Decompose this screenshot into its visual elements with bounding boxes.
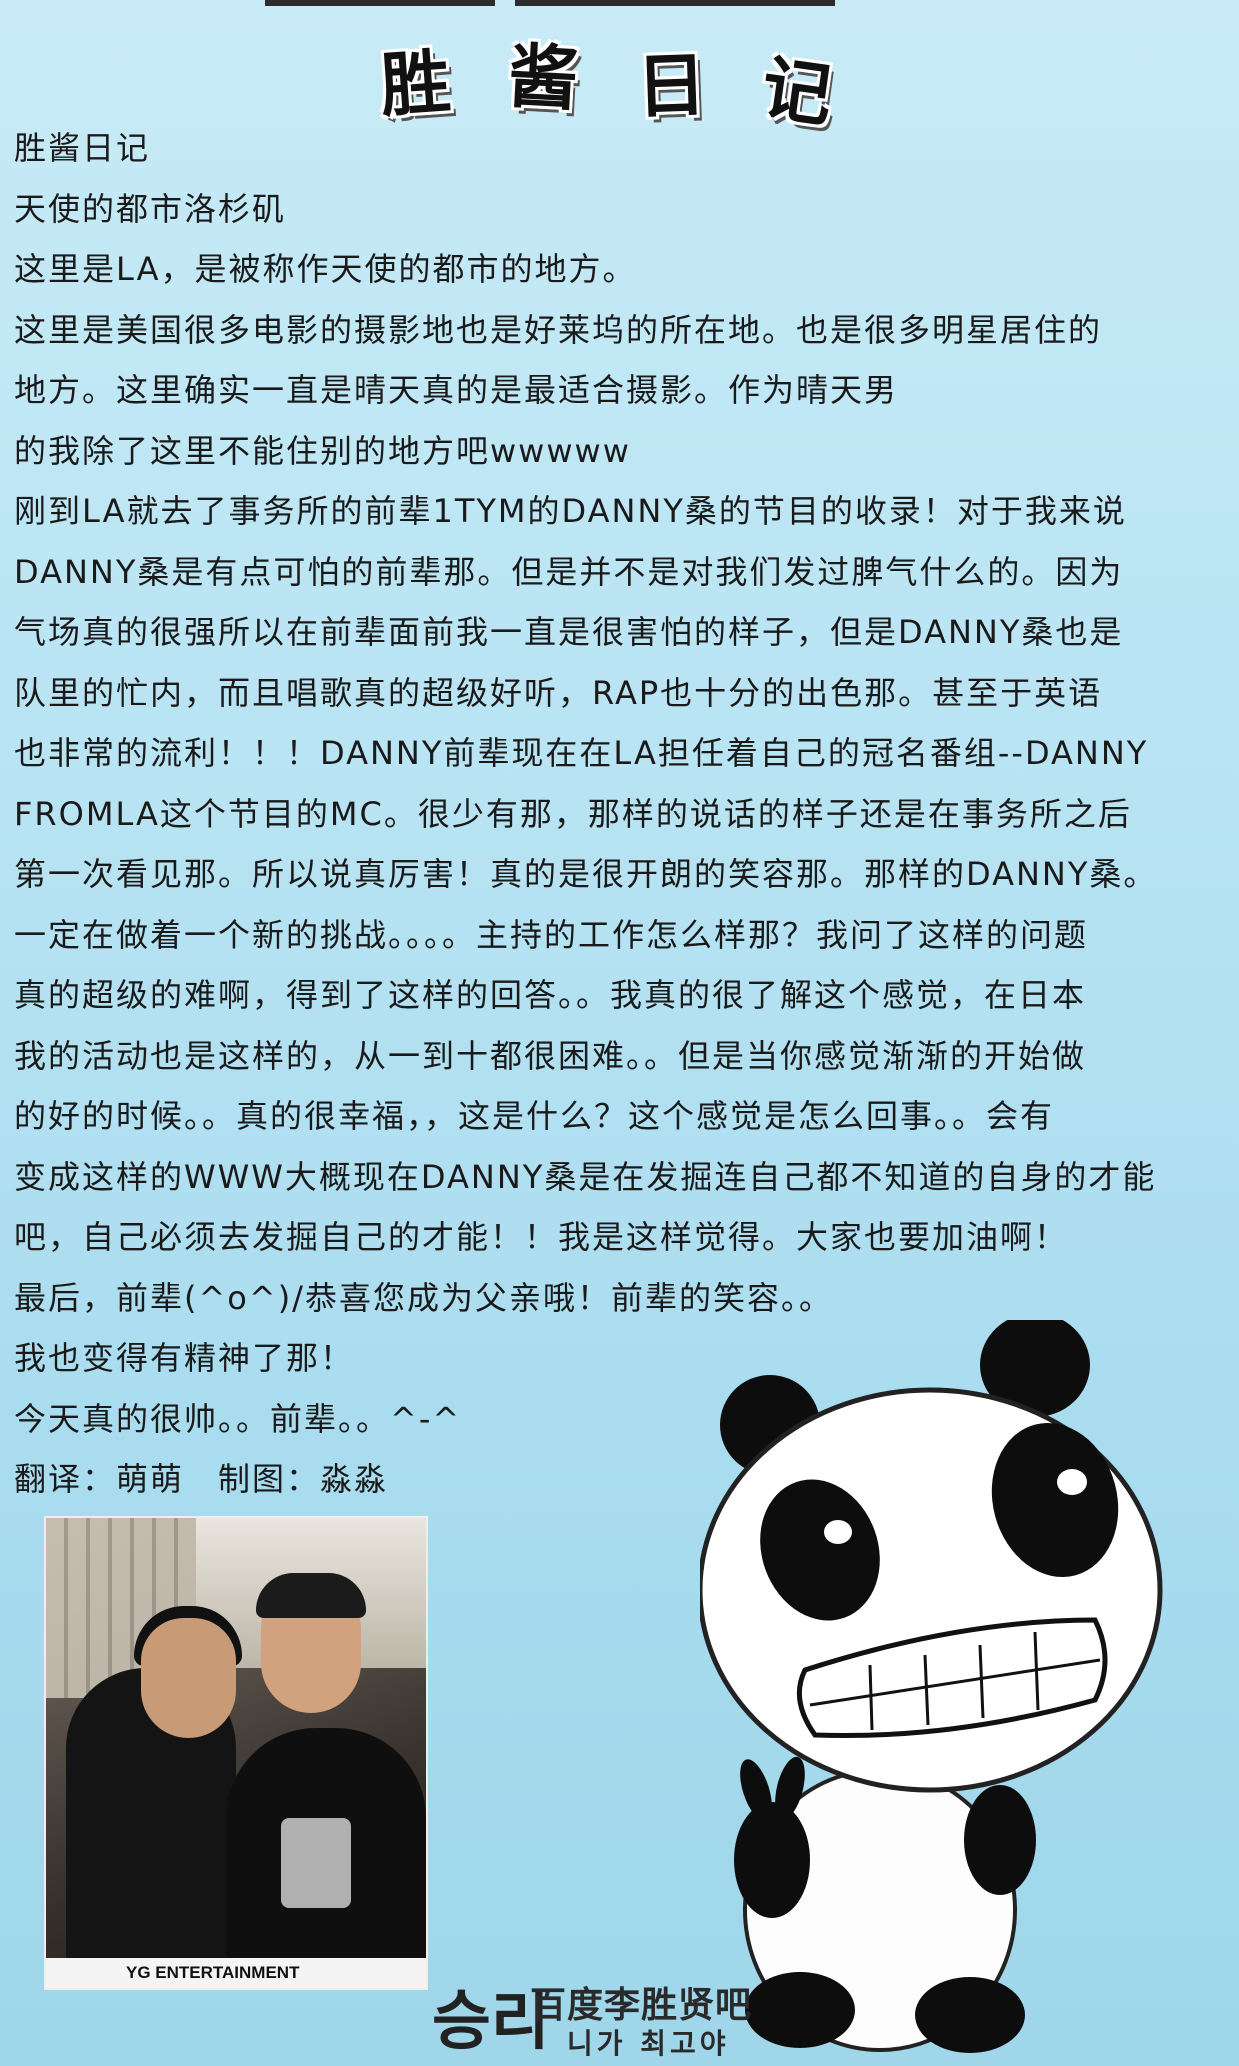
title-char: 日 bbox=[634, 43, 708, 129]
diary-heading: 胜酱日记 bbox=[14, 129, 151, 167]
panda-illustration bbox=[700, 1320, 1163, 2053]
credits: 翻译：萌萌 制图：淼淼 bbox=[14, 1460, 389, 1498]
diary-line: 这里是美国很多电影的摄影地也是好莱坞的所在地。也是很多明星居住的 bbox=[14, 310, 1103, 349]
diary-line: 刚到LA就去了事务所的前辈1TYM的DANNY桑的节目的收录！对于我来说 bbox=[14, 492, 1127, 530]
diary-body: 胜酱日记 天使的都市洛杉矶 这里是LA，是被称作天使的都市的地方。 这里是美国很… bbox=[14, 118, 1229, 1510]
diary-line: 变成这样的WWW大概现在DANNY桑是在发掘连自己都不知道的自身的才能 bbox=[14, 1157, 1157, 1196]
diary-line: 吧，自己必须去发掘自己的才能！！我是这样觉得。大家也要加油啊！ bbox=[14, 1218, 1069, 1256]
logo-forum-name: 百度李胜贤吧 bbox=[530, 1985, 753, 2026]
diary-line: FROMLA这个节目的MC。很少有那，那样的说话的样子还是在事务所之后 bbox=[14, 794, 1132, 833]
title-char: 酱 bbox=[505, 35, 581, 121]
panda-tooth bbox=[868, 1664, 874, 1731]
photo-person-right-hair bbox=[256, 1573, 366, 1618]
panda-finger bbox=[740, 1759, 772, 1821]
panda-tooth bbox=[1033, 1631, 1040, 1711]
diary-subtitle: 天使的都市洛杉矶 bbox=[14, 189, 287, 228]
panda-mouth bbox=[796, 1617, 1108, 1739]
panda-ear-right bbox=[980, 1320, 1090, 1417]
top-border-right bbox=[515, 0, 835, 6]
diary-line: 第一次看见那。所以说真厉害！真的是很开朗的笑容那。那样的DANNY桑。 bbox=[14, 855, 1158, 893]
diary-line: 地方。这里确实一直是晴天真的是最适合摄影。作为晴天男 bbox=[14, 371, 899, 409]
diary-line: 真的超级的难啊，得到了这样的回答。。我真的很了解这个感觉，在日本 bbox=[14, 976, 1087, 1014]
panda-leg-left bbox=[745, 1972, 855, 2048]
diary-line: 也非常的流利！！！DANNY前辈现在在LA担任着自己的冠名番组--DANNY bbox=[14, 734, 1149, 772]
diary-line: 最后，前辈(^o^)/恭喜您成为父亲哦！前辈的笑容。。 bbox=[14, 1278, 833, 1317]
top-border-left bbox=[265, 0, 495, 6]
page-title: 胜 酱 日 记 bbox=[377, 28, 860, 137]
footer-logo: 승리 百度李胜贤吧 니가 최고야 bbox=[432, 1970, 852, 2060]
logo-korean-slogan: 니가 최고야 bbox=[567, 2027, 730, 2060]
photo: YG ENTERTAINMENT bbox=[44, 1516, 428, 1990]
diary-line: 今天真的很帅。。前辈。。^-^ bbox=[14, 1399, 462, 1438]
title-char: 胜 bbox=[377, 40, 454, 128]
diary-line: 我的活动也是这样的，从一到十都很困难。。但是当你感觉渐渐的开始做 bbox=[14, 1036, 1087, 1075]
panda-tooth bbox=[923, 1654, 930, 1726]
panda-teeth-line bbox=[809, 1658, 1101, 1707]
diary-line: 的我除了这里不能住别的地方吧wwwww bbox=[14, 431, 631, 470]
panda-arm-left bbox=[734, 1802, 810, 1918]
diary-line: 气场真的很强所以在前辈面前我一直是很害怕的样子，但是DANNY桑也是 bbox=[14, 613, 1124, 651]
photo-caption: YG ENTERTAINMENT bbox=[46, 1958, 426, 1988]
diary-line: 这里是LA，是被称作天使的都市的地方。 bbox=[14, 250, 637, 288]
logo-mark: 승리 bbox=[432, 1985, 550, 2059]
panda-arm-right bbox=[964, 1785, 1036, 1895]
photo-shirt-print bbox=[281, 1818, 351, 1908]
panda-tooth bbox=[978, 1644, 985, 1719]
diary-line: 队里的忙内，而且唱歌真的超级好听，RAP也十分的出色那。甚至于英语 bbox=[14, 673, 1103, 712]
diary-line: 我也变得有精神了那！ bbox=[14, 1339, 355, 1377]
panda-eye-highlight bbox=[1057, 1469, 1087, 1495]
panda-leg-right bbox=[915, 1977, 1025, 2053]
diary-line: 一定在做着一个新的挑战。。。。主持的工作怎么样那？我问了这样的问题 bbox=[14, 915, 1089, 954]
panda-finger bbox=[775, 1756, 805, 1820]
panda-eye-highlight bbox=[824, 1520, 852, 1544]
photo-person-left-head bbox=[141, 1618, 236, 1738]
diary-line: 的好的时候。。真的很幸福，，这是什么？这个感觉是怎么回事。。会有 bbox=[14, 1097, 1055, 1135]
diary-line: DANNY桑是有点可怕的前辈那。但是并不是对我们发过脾气什么的。因为 bbox=[14, 552, 1124, 591]
panda-eye-left bbox=[760, 1479, 880, 1621]
panda-eye-right bbox=[991, 1422, 1119, 1578]
